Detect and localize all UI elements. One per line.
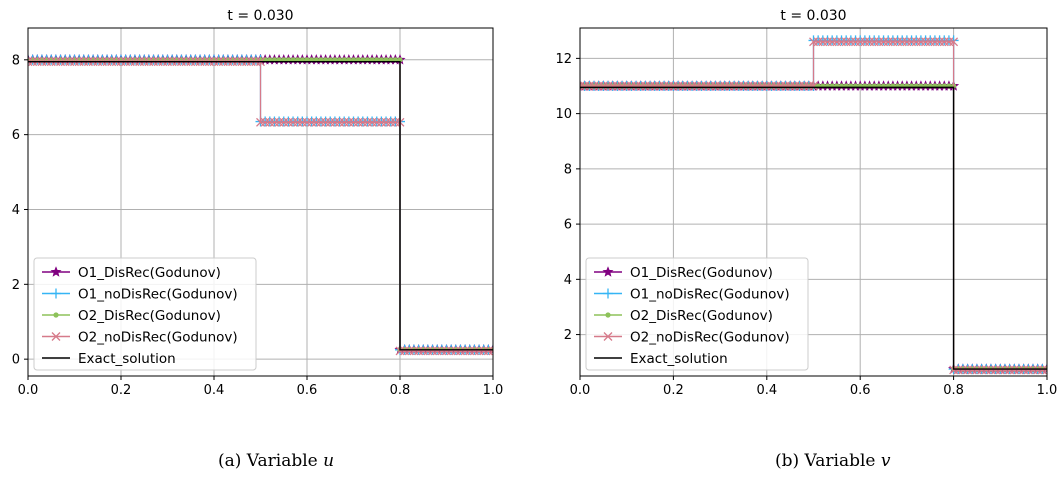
y-tick-label: 2 bbox=[12, 278, 20, 293]
legend-label: O2_DisRec(Godunov) bbox=[78, 308, 221, 324]
legend-label: O1_DisRec(Godunov) bbox=[78, 265, 221, 281]
y-tick-label: 6 bbox=[564, 218, 572, 233]
series-marker-o2_nodisrec bbox=[488, 346, 493, 356]
x-tick-label: 0.0 bbox=[18, 383, 39, 398]
series-line-exact bbox=[28, 60, 493, 351]
y-tick-label: 4 bbox=[564, 273, 572, 288]
caption-prefix: (a) Variable bbox=[218, 451, 323, 471]
x-tick-label: 0.6 bbox=[297, 383, 318, 398]
series-marker-o2_nodisrec bbox=[1042, 365, 1047, 375]
legend-swatch-marker bbox=[51, 332, 61, 341]
x-tick-label: 0.2 bbox=[663, 383, 684, 398]
x-tick-label: 0.2 bbox=[111, 383, 132, 398]
series-marker-o2_nodisrec bbox=[809, 81, 818, 91]
plot-frame bbox=[27, 27, 494, 377]
x-tick-label: 1.0 bbox=[1037, 383, 1058, 398]
figure-caption: (a) Variable u bbox=[218, 451, 334, 471]
series-marker-o2_nodisrec bbox=[949, 37, 959, 47]
chart-title: t = 0.030 bbox=[227, 8, 293, 24]
legend-label: O2_noDisRec(Godunov) bbox=[78, 330, 238, 346]
y-tick-label: 4 bbox=[12, 203, 20, 218]
y-tick-label: 2 bbox=[564, 328, 572, 343]
legend-box bbox=[33, 257, 257, 371]
series-group bbox=[28, 54, 493, 356]
y-tick-label: 0 bbox=[12, 353, 20, 368]
plot-frame bbox=[579, 27, 1048, 377]
legend-label: O2_noDisRec(Godunov) bbox=[630, 330, 790, 346]
x-tick-label: 0.0 bbox=[570, 383, 591, 398]
legend-swatch-marker bbox=[602, 266, 614, 277]
legend: O1_DisRec(Godunov) O1_noDisRec(Godunov) O2… bbox=[585, 257, 809, 371]
legend-box bbox=[585, 257, 809, 371]
caption-prefix: (b) Variable bbox=[775, 451, 881, 471]
legend-swatch-marker bbox=[51, 288, 61, 299]
y-tick-label: 12 bbox=[555, 52, 572, 67]
legend-label: Exact_solution bbox=[630, 351, 728, 367]
caption-variable: u bbox=[323, 451, 334, 471]
legend-label: O2_DisRec(Godunov) bbox=[630, 308, 773, 324]
legend-label: O1_DisRec(Godunov) bbox=[630, 265, 773, 281]
legend-swatch-marker bbox=[603, 288, 613, 299]
legend-label: O1_noDisRec(Godunov) bbox=[630, 287, 790, 303]
legend-swatch-marker bbox=[53, 312, 59, 318]
caption-variable: v bbox=[881, 451, 891, 471]
y-tick-label: 8 bbox=[12, 53, 20, 68]
chart-panel-a: 0.0 0.2 0.4 0.6 0.8 1.0 0 2 4 6 8 t = 0.030 O1_DisRe… bbox=[12, 8, 504, 471]
figure-caption: (b) Variable v bbox=[775, 451, 891, 471]
x-tick-label: 0.6 bbox=[850, 383, 871, 398]
y-tick-label: 8 bbox=[564, 162, 572, 177]
y-tick-label: 6 bbox=[12, 128, 20, 143]
legend-swatch-marker bbox=[603, 332, 613, 341]
x-tick-label: 0.8 bbox=[390, 383, 411, 398]
legend-label: O1_noDisRec(Godunov) bbox=[78, 287, 238, 303]
chart-panel-b: 0.0 0.2 0.4 0.6 0.8 1.0 2 4 6 8 10 12 t = 0.030 O1_Di… bbox=[555, 8, 1057, 471]
x-tick-label: 0.8 bbox=[943, 383, 964, 398]
legend-swatch-marker bbox=[605, 312, 611, 318]
x-tick-label: 1.0 bbox=[483, 383, 504, 398]
legend: O1_DisRec(Godunov) O1_noDisRec(Godunov) O2… bbox=[33, 257, 257, 371]
series-group bbox=[580, 35, 1047, 375]
y-tick-label: 10 bbox=[555, 107, 572, 122]
x-tick-label: 0.4 bbox=[756, 383, 777, 398]
legend-label: Exact_solution bbox=[78, 351, 176, 367]
series-line-exact bbox=[580, 86, 1047, 370]
legend-swatch-marker bbox=[50, 266, 62, 277]
x-tick-label: 0.4 bbox=[204, 383, 225, 398]
chart-title: t = 0.030 bbox=[780, 8, 846, 24]
